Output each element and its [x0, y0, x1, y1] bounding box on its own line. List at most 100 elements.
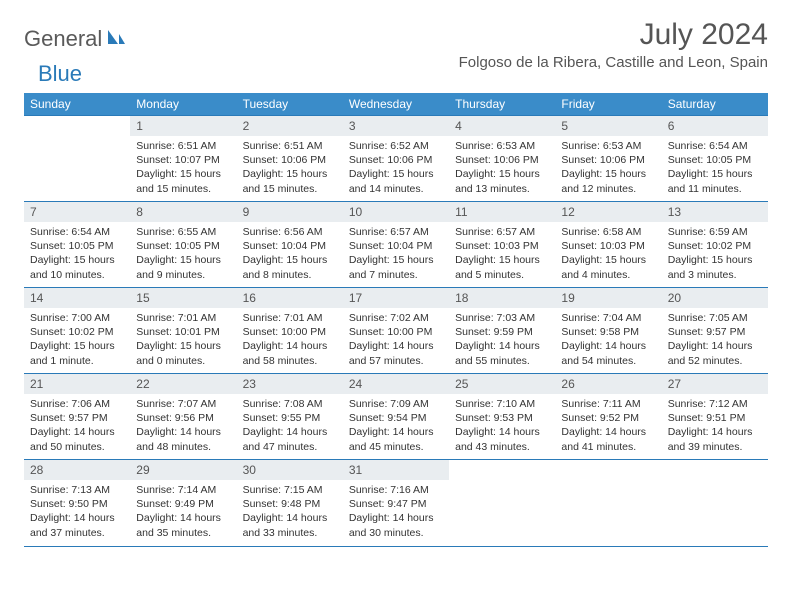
- bottom-rule: [24, 546, 768, 547]
- day-number: 11: [449, 202, 555, 222]
- day-content: Sunrise: 7:01 AMSunset: 10:01 PMDaylight…: [130, 308, 236, 372]
- day-number: 22: [130, 374, 236, 394]
- day-cell: 19Sunrise: 7:04 AMSunset: 9:58 PMDayligh…: [555, 288, 661, 374]
- day-cell: 9Sunrise: 6:56 AMSunset: 10:04 PMDayligh…: [237, 202, 343, 288]
- day-number: 12: [555, 202, 661, 222]
- empty-day: [662, 460, 768, 480]
- weekday-header: Wednesday: [343, 93, 449, 116]
- day-number: 31: [343, 460, 449, 480]
- day-content: Sunrise: 7:10 AMSunset: 9:53 PMDaylight:…: [449, 394, 555, 458]
- day-number: 9: [237, 202, 343, 222]
- day-cell: 30Sunrise: 7:15 AMSunset: 9:48 PMDayligh…: [237, 460, 343, 546]
- day-cell: 16Sunrise: 7:01 AMSunset: 10:00 PMDaylig…: [237, 288, 343, 374]
- day-content: Sunrise: 7:15 AMSunset: 9:48 PMDaylight:…: [237, 480, 343, 544]
- day-cell: 18Sunrise: 7:03 AMSunset: 9:59 PMDayligh…: [449, 288, 555, 374]
- location: Folgoso de la Ribera, Castille and Leon,…: [459, 54, 768, 71]
- day-cell: 2Sunrise: 6:51 AMSunset: 10:06 PMDayligh…: [237, 116, 343, 202]
- day-cell: 8Sunrise: 6:55 AMSunset: 10:05 PMDayligh…: [130, 202, 236, 288]
- weekday-header-row: Sunday Monday Tuesday Wednesday Thursday…: [24, 93, 768, 116]
- day-cell: 29Sunrise: 7:14 AMSunset: 9:49 PMDayligh…: [130, 460, 236, 546]
- week-row: 28Sunrise: 7:13 AMSunset: 9:50 PMDayligh…: [24, 460, 768, 546]
- day-content: Sunrise: 6:53 AMSunset: 10:06 PMDaylight…: [449, 136, 555, 200]
- day-cell: [662, 460, 768, 546]
- day-content: Sunrise: 7:07 AMSunset: 9:56 PMDaylight:…: [130, 394, 236, 458]
- week-row: 1Sunrise: 6:51 AMSunset: 10:07 PMDayligh…: [24, 116, 768, 202]
- empty-day: [449, 460, 555, 480]
- day-number: 25: [449, 374, 555, 394]
- day-cell: 5Sunrise: 6:53 AMSunset: 10:06 PMDayligh…: [555, 116, 661, 202]
- day-content: Sunrise: 7:16 AMSunset: 9:47 PMDaylight:…: [343, 480, 449, 544]
- weekday-header: Tuesday: [237, 93, 343, 116]
- day-content: Sunrise: 6:55 AMSunset: 10:05 PMDaylight…: [130, 222, 236, 286]
- day-cell: [24, 116, 130, 202]
- day-cell: 22Sunrise: 7:07 AMSunset: 9:56 PMDayligh…: [130, 374, 236, 460]
- day-content: Sunrise: 7:11 AMSunset: 9:52 PMDaylight:…: [555, 394, 661, 458]
- day-content: Sunrise: 6:53 AMSunset: 10:06 PMDaylight…: [555, 136, 661, 200]
- day-number: 13: [662, 202, 768, 222]
- day-content: Sunrise: 7:05 AMSunset: 9:57 PMDaylight:…: [662, 308, 768, 372]
- day-number: 21: [24, 374, 130, 394]
- day-content: Sunrise: 6:54 AMSunset: 10:05 PMDaylight…: [662, 136, 768, 200]
- day-cell: 3Sunrise: 6:52 AMSunset: 10:06 PMDayligh…: [343, 116, 449, 202]
- logo-word-2: Blue: [38, 61, 82, 87]
- logo: General: [24, 18, 128, 52]
- day-number: 29: [130, 460, 236, 480]
- week-row: 14Sunrise: 7:00 AMSunset: 10:02 PMDaylig…: [24, 288, 768, 374]
- day-number: 17: [343, 288, 449, 308]
- day-cell: 4Sunrise: 6:53 AMSunset: 10:06 PMDayligh…: [449, 116, 555, 202]
- day-number: 6: [662, 116, 768, 136]
- logo-word-1: General: [24, 26, 102, 52]
- weekday-header: Friday: [555, 93, 661, 116]
- day-cell: 26Sunrise: 7:11 AMSunset: 9:52 PMDayligh…: [555, 374, 661, 460]
- day-cell: [449, 460, 555, 546]
- day-cell: 27Sunrise: 7:12 AMSunset: 9:51 PMDayligh…: [662, 374, 768, 460]
- day-content: Sunrise: 7:08 AMSunset: 9:55 PMDaylight:…: [237, 394, 343, 458]
- day-number: 28: [24, 460, 130, 480]
- day-number: 4: [449, 116, 555, 136]
- day-cell: 6Sunrise: 6:54 AMSunset: 10:05 PMDayligh…: [662, 116, 768, 202]
- logo-sail-icon: [106, 28, 126, 51]
- day-cell: 17Sunrise: 7:02 AMSunset: 10:00 PMDaylig…: [343, 288, 449, 374]
- day-number: 23: [237, 374, 343, 394]
- day-content: Sunrise: 6:58 AMSunset: 10:03 PMDaylight…: [555, 222, 661, 286]
- day-content: Sunrise: 7:12 AMSunset: 9:51 PMDaylight:…: [662, 394, 768, 458]
- empty-day: [24, 116, 130, 136]
- day-content: Sunrise: 6:52 AMSunset: 10:06 PMDaylight…: [343, 136, 449, 200]
- day-content: Sunrise: 6:56 AMSunset: 10:04 PMDaylight…: [237, 222, 343, 286]
- day-number: 10: [343, 202, 449, 222]
- calendar-table: Sunday Monday Tuesday Wednesday Thursday…: [24, 93, 768, 546]
- empty-day: [555, 460, 661, 480]
- day-cell: [555, 460, 661, 546]
- day-cell: 7Sunrise: 6:54 AMSunset: 10:05 PMDayligh…: [24, 202, 130, 288]
- day-cell: 24Sunrise: 7:09 AMSunset: 9:54 PMDayligh…: [343, 374, 449, 460]
- day-content: Sunrise: 7:01 AMSunset: 10:00 PMDaylight…: [237, 308, 343, 372]
- day-number: 1: [130, 116, 236, 136]
- day-cell: 23Sunrise: 7:08 AMSunset: 9:55 PMDayligh…: [237, 374, 343, 460]
- day-cell: 10Sunrise: 6:57 AMSunset: 10:04 PMDaylig…: [343, 202, 449, 288]
- day-content: Sunrise: 7:13 AMSunset: 9:50 PMDaylight:…: [24, 480, 130, 544]
- day-cell: 31Sunrise: 7:16 AMSunset: 9:47 PMDayligh…: [343, 460, 449, 546]
- day-cell: 13Sunrise: 6:59 AMSunset: 10:02 PMDaylig…: [662, 202, 768, 288]
- week-row: 7Sunrise: 6:54 AMSunset: 10:05 PMDayligh…: [24, 202, 768, 288]
- day-number: 18: [449, 288, 555, 308]
- day-number: 16: [237, 288, 343, 308]
- day-cell: 25Sunrise: 7:10 AMSunset: 9:53 PMDayligh…: [449, 374, 555, 460]
- day-number: 30: [237, 460, 343, 480]
- day-number: 7: [24, 202, 130, 222]
- day-content: Sunrise: 6:57 AMSunset: 10:04 PMDaylight…: [343, 222, 449, 286]
- day-content: Sunrise: 6:51 AMSunset: 10:06 PMDaylight…: [237, 136, 343, 200]
- day-cell: 14Sunrise: 7:00 AMSunset: 10:02 PMDaylig…: [24, 288, 130, 374]
- day-cell: 1Sunrise: 6:51 AMSunset: 10:07 PMDayligh…: [130, 116, 236, 202]
- week-row: 21Sunrise: 7:06 AMSunset: 9:57 PMDayligh…: [24, 374, 768, 460]
- day-content: Sunrise: 7:04 AMSunset: 9:58 PMDaylight:…: [555, 308, 661, 372]
- day-content: Sunrise: 7:03 AMSunset: 9:59 PMDaylight:…: [449, 308, 555, 372]
- day-content: Sunrise: 7:00 AMSunset: 10:02 PMDaylight…: [24, 308, 130, 372]
- day-number: 15: [130, 288, 236, 308]
- day-content: Sunrise: 6:54 AMSunset: 10:05 PMDaylight…: [24, 222, 130, 286]
- day-content: Sunrise: 7:09 AMSunset: 9:54 PMDaylight:…: [343, 394, 449, 458]
- month-title: July 2024: [459, 18, 768, 52]
- day-number: 26: [555, 374, 661, 394]
- title-block: July 2024 Folgoso de la Ribera, Castille…: [459, 18, 768, 71]
- day-number: 5: [555, 116, 661, 136]
- day-content: Sunrise: 7:14 AMSunset: 9:49 PMDaylight:…: [130, 480, 236, 544]
